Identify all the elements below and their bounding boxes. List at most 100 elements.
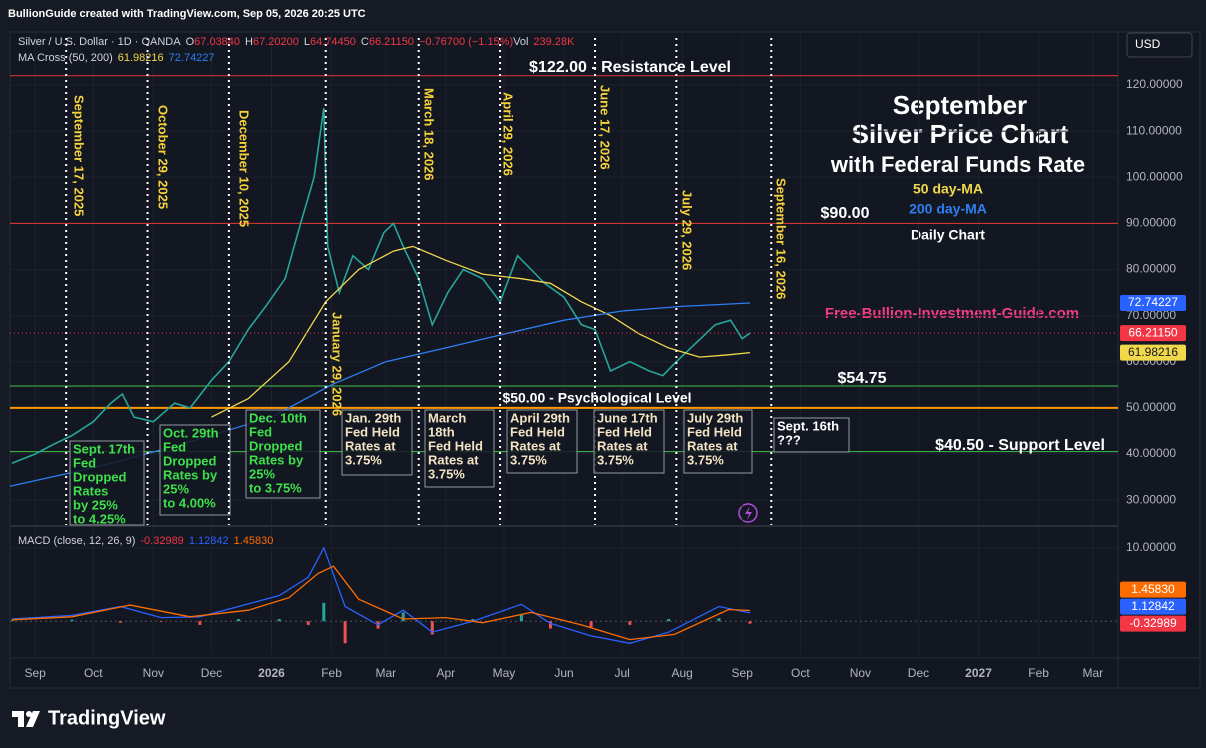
note-text: Fed (249, 424, 272, 439)
note-text: Rates (73, 483, 108, 498)
histogram-bar (237, 619, 241, 622)
note-text: Sept. 17th (73, 441, 135, 456)
legend-item: 67.20200 (253, 36, 299, 48)
legend-symbol: Silver / U.S. Dollar · 1D · OANDA (18, 36, 181, 48)
price-badge (1120, 581, 1186, 598)
note-text: to 4.25% (73, 511, 126, 526)
note-text: Rates at (428, 452, 479, 467)
level-label: $122.00 - Resistance Level (529, 59, 731, 76)
note-text: Fed Held (687, 424, 742, 439)
note-text: Rates at (510, 438, 561, 453)
level-label: $40.50 - Support Level (935, 437, 1105, 454)
event-label: July 29, 2026 (680, 190, 695, 270)
currency-button[interactable] (1126, 32, 1193, 58)
histogram-bar (748, 621, 752, 624)
note-box (341, 409, 413, 476)
note-text: March (428, 410, 466, 425)
event-label: December 10, 2025 (237, 110, 252, 227)
note-text: by 25% (73, 497, 118, 512)
price-badge (1120, 294, 1186, 311)
macd-legend-value: 1.12842 (189, 535, 229, 547)
note-text: Sept. 16th (777, 418, 839, 433)
legend-item: 239.28K (533, 36, 575, 48)
note-text: Rates at (687, 438, 738, 453)
price-badge (1120, 598, 1186, 615)
legend: Silver / U.S. Dollar · 1D · OANDA O67.038… (18, 36, 575, 48)
x-tick-label: Jun (554, 666, 573, 680)
y-tick-label: 50.00000 (1126, 400, 1176, 414)
subtitle: Daily Chart (911, 227, 985, 243)
badge-label: 1.45830 (1131, 582, 1175, 596)
currency[interactable]: USD (1135, 37, 1161, 51)
ma-legend-value: 72.74227 (169, 52, 215, 64)
note-box (683, 409, 753, 474)
logo-mark (26, 711, 40, 727)
note-box (773, 417, 850, 453)
note-text: 3.75% (597, 452, 634, 467)
note-text: Rates at (597, 438, 648, 453)
y-tick-label: 120.00000 (1126, 77, 1183, 91)
histogram-bar (306, 621, 310, 625)
x-tick-label: Aug (671, 666, 692, 680)
badge-label: 72.74227 (1128, 295, 1178, 309)
x-tick-label: Sep (732, 666, 754, 680)
note-text: to 3.75% (249, 480, 302, 495)
y-tick-label: 90.00000 (1126, 216, 1176, 230)
note-text: Oct. 29th (163, 425, 219, 440)
x-tick-label: Nov (850, 666, 871, 680)
ma-legend-label: MA Cross (50, 200) (18, 52, 113, 64)
histogram-bar (628, 621, 632, 625)
note-text: 3.75% (345, 452, 382, 467)
event-label: March 18, 2026 (422, 88, 437, 181)
note-text: 3.75% (428, 466, 465, 481)
note-text: Rates at (345, 438, 396, 453)
histogram-bar (401, 612, 405, 622)
legend-item: H (245, 36, 253, 48)
level-label: $90.00 (821, 205, 870, 222)
histogram-bar (198, 621, 202, 625)
histogram-bar (548, 621, 552, 629)
credit: BullionGuide created with TradingView.co… (8, 8, 366, 20)
y-tick-label: 30.00000 (1126, 492, 1176, 506)
x-tick-label: Nov (143, 666, 164, 680)
legend-item: −0.76700 (−1.15%) (419, 36, 513, 48)
x-tick-label: Mar (375, 666, 396, 680)
alert-icon[interactable] (738, 503, 758, 523)
note-text: Fed Held (510, 424, 565, 439)
histogram-bar (277, 619, 281, 622)
alert-bolt[interactable] (745, 506, 752, 520)
macd-legend-value: 1.45830 (234, 535, 274, 547)
note-box (593, 409, 665, 474)
macd-legend: MACD (close, 12, 26, 9) -0.32989 1.12842 1.… (18, 535, 273, 547)
event-label: April 29, 2026 (501, 92, 516, 176)
macd-legend-label: MACD (close, 12, 26, 9) (18, 535, 135, 547)
histogram-bar (430, 621, 434, 635)
title: with Federal Funds Rate (830, 152, 1085, 177)
series-line (11, 546, 751, 644)
legend-item: C (361, 36, 369, 48)
note-text: to 4.00% (163, 495, 216, 510)
x-tick-label: Feb (321, 666, 342, 680)
event-label: September 16, 2026 (774, 178, 789, 299)
series-line (11, 565, 751, 641)
legend-item: 66.21150 (369, 36, 414, 48)
note-box (159, 424, 231, 516)
y-tick-label: 80.00000 (1126, 262, 1176, 276)
price-badge (1120, 344, 1186, 361)
ma-name: 200 day-MA (909, 201, 987, 217)
y-tick-label: 10.00000 (1126, 540, 1176, 554)
note-text: 25% (163, 481, 189, 496)
event-label: January 29, 2026 (330, 312, 345, 416)
alert-circle[interactable] (738, 503, 758, 523)
note-text: April 29th (510, 410, 570, 425)
event-label: June 17, 2026 (598, 85, 613, 170)
x-tick-label: Mar (1082, 666, 1103, 680)
y-tick-label: 70.00000 (1126, 308, 1176, 322)
note-box (506, 409, 578, 474)
histogram-bar (118, 621, 122, 623)
histogram-bar (159, 621, 163, 622)
ma-legend: MA Cross (50, 200) 61.98216 72.74227 (18, 52, 215, 64)
legend-item: 67.03840 (194, 36, 240, 48)
